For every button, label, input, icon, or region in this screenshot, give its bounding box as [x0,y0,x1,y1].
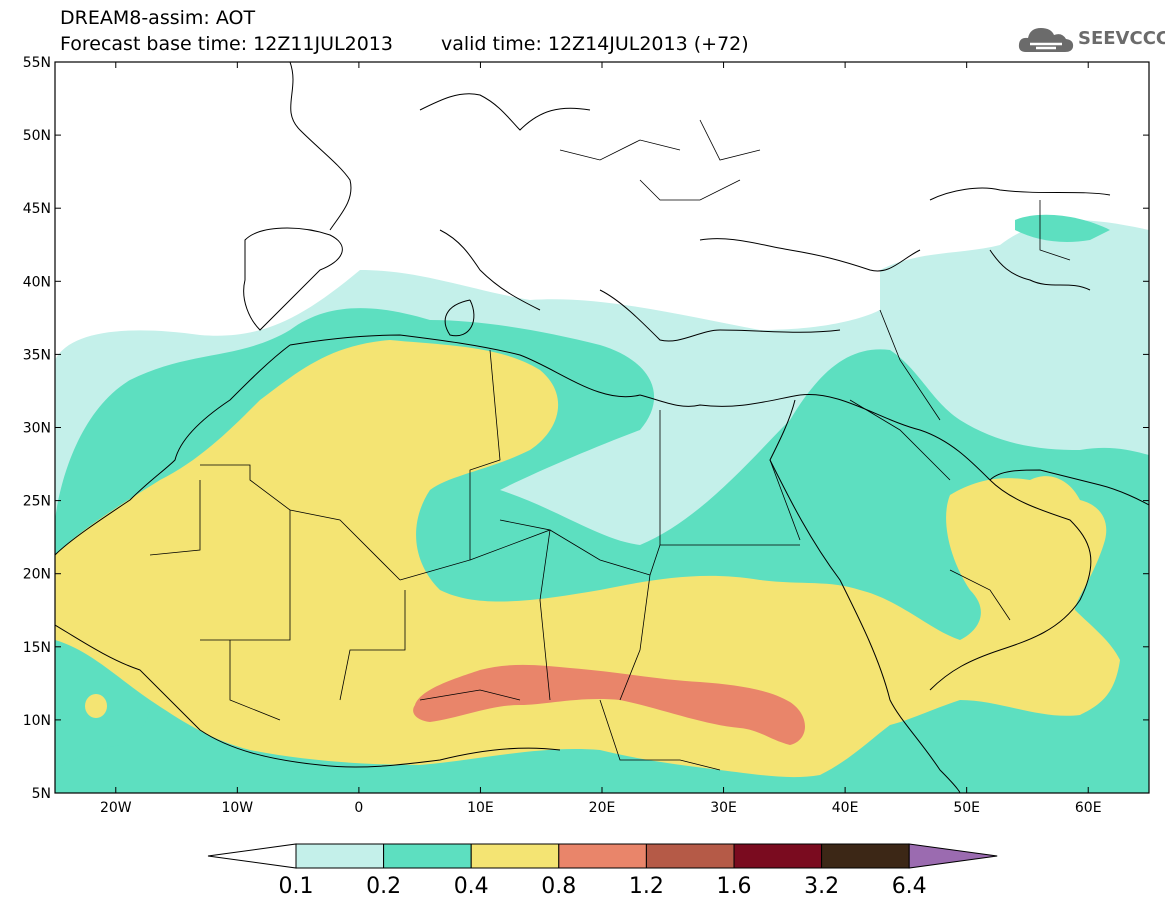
lat-tick-label: 10N [23,713,51,729]
lat-tick-label: 55N [23,55,51,71]
lon-tick-label: 20E [589,800,616,816]
colorbar-segment [558,843,647,869]
contour-0.2-north-east [1015,214,1110,242]
lat-tick-label: 20N [23,567,51,583]
lat-tick-label: 25N [23,494,51,510]
latitude-axis: 5N 10N 15N 20N 25N 30N 35N 40N 45N 50N 55N [23,55,1149,802]
lon-tick-label: 0 [354,800,363,816]
lon-tick-label: 50E [953,800,980,816]
colorbar-segment [821,843,910,869]
lat-tick-label: 50N [23,128,51,144]
contour-0.8-sahel [413,664,805,745]
lat-tick-label: 5N [32,786,51,802]
lon-tick-label: 40E [832,800,859,816]
base-time: Forecast base time: 12Z11JUL2013 [60,33,393,55]
colorbar: 0.1 0.2 0.4 0.8 1.2 1.6 3.2 6.4 [207,843,998,899]
aot-contours [55,62,1149,793]
lon-tick-label: 10W [221,800,253,816]
colorbar-segment [733,843,823,869]
colorbar-label: 0.8 [541,874,576,899]
coastlines [55,62,1149,793]
lon-tick-label: 60E [1075,800,1102,816]
colorbar-segment [383,843,472,869]
colorbar-label: 1.6 [717,874,752,899]
colorbar-label: 6.4 [892,874,927,899]
colorbar-label: 0.1 [279,874,314,899]
logo-text: SEEVCCC [1078,28,1165,49]
colorbar-segment [295,843,385,869]
colorbar-label: 1.2 [629,874,664,899]
longitude-axis: 20W 10W 0 10E 20E 30E 40E 50E 60E [100,62,1102,816]
lon-tick-label: 30E [710,800,737,816]
lat-tick-label: 45N [23,201,51,217]
lon-tick-label: 20W [100,800,132,816]
lon-tick-label: 10E [467,800,494,816]
colorbar-label: 3.2 [804,874,839,899]
lat-tick-label: 30N [23,421,51,437]
lat-tick-label: 40N [23,274,51,290]
contour-0.4-island [85,694,107,718]
colorbar-over-arrow [908,843,998,869]
lat-tick-label: 35N [23,347,51,363]
colorbar-label: 0.2 [366,874,401,899]
map-subtitle: Forecast base time: 12Z11JUL2013 valid ti… [60,34,749,54]
map-title: DREAM8-assim: AOT [60,7,256,29]
seevccc-logo: SEEVCCC [1016,22,1165,56]
country-borders [149,119,1071,771]
colorbar-under-arrow [207,843,297,869]
colorbar-label: 0.4 [454,874,489,899]
contour-0.4-sahara [55,340,1120,778]
colorbar-segment [470,843,560,869]
valid-time: valid time: 12Z14JUL2013 (+72) [440,33,749,55]
colorbar-segment [645,843,735,869]
cloud-icon [1018,28,1074,52]
lat-tick-label: 15N [23,640,51,656]
